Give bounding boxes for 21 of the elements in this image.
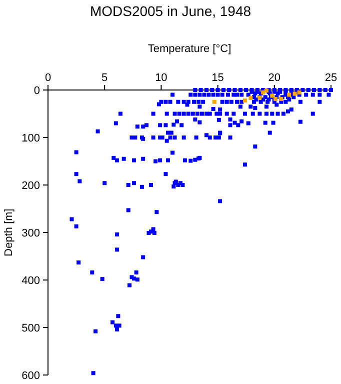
y-tick-label: 200 xyxy=(22,180,40,192)
x-tick-label: 10 xyxy=(155,72,168,84)
point xyxy=(248,96,253,100)
point xyxy=(242,98,247,102)
y-tick-label: 300 xyxy=(22,228,40,240)
y-tick-label: 100 xyxy=(22,132,40,144)
y-tick-label: 0 xyxy=(34,85,40,97)
x-axis-title: Temperature [°C] xyxy=(148,43,232,55)
x-tick-label: 0 xyxy=(44,72,52,84)
x-tick-label: 20 xyxy=(268,72,281,84)
y-axis-title: Depth [m] xyxy=(3,208,15,256)
point xyxy=(287,92,292,97)
chart-title: MODS2005 in June, 1948 xyxy=(90,3,252,19)
y-tick-label: 500 xyxy=(22,322,40,334)
x-tick-label: 25 xyxy=(324,72,338,84)
x-tick-label: 15 xyxy=(212,72,224,84)
x-tick-label: 5 xyxy=(102,72,108,84)
point xyxy=(264,88,268,92)
y-tick-label: 600 xyxy=(22,370,40,382)
point xyxy=(212,100,216,104)
y-tick-label: 400 xyxy=(22,275,40,287)
